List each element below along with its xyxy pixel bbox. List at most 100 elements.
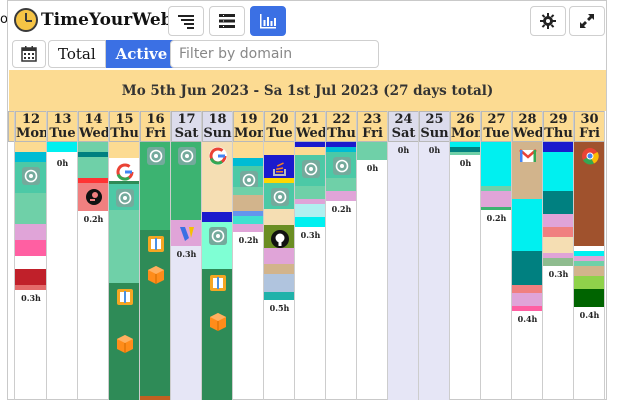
- list-view-button[interactable]: [209, 6, 245, 36]
- time-segment[interactable]: [202, 142, 233, 212]
- time-segment[interactable]: [78, 152, 109, 157]
- time-segment[interactable]: [543, 152, 574, 191]
- time-segment[interactable]: [543, 258, 574, 266]
- time-segment[interactable]: [450, 147, 481, 152]
- time-segment[interactable]: [15, 285, 47, 290]
- time-segment[interactable]: [15, 193, 47, 224]
- time-segment[interactable]: [264, 225, 295, 248]
- calendar-button[interactable]: [12, 40, 46, 68]
- time-segment[interactable]: [295, 217, 326, 227]
- time-segment[interactable]: [295, 204, 326, 217]
- time-segment[interactable]: [574, 276, 605, 289]
- expand-button[interactable]: [569, 6, 605, 36]
- time-segment[interactable]: [264, 209, 295, 225]
- sort-view-button[interactable]: [168, 6, 204, 36]
- time-segment[interactable]: [264, 264, 295, 274]
- time-segment[interactable]: [543, 191, 574, 214]
- time-segment[interactable]: [264, 274, 295, 292]
- time-segment[interactable]: [233, 158, 264, 166]
- time-segment[interactable]: [109, 184, 140, 210]
- time-segment[interactable]: [109, 283, 140, 330]
- time-segment[interactable]: [543, 142, 574, 152]
- time-segment[interactable]: [15, 152, 47, 162]
- time-segment[interactable]: [15, 240, 47, 256]
- time-segment[interactable]: [140, 142, 171, 173]
- time-segment[interactable]: [140, 261, 171, 396]
- time-segment[interactable]: [326, 147, 357, 152]
- time-segment[interactable]: [171, 220, 202, 246]
- active-button[interactable]: Active: [105, 40, 178, 68]
- time-segment[interactable]: [109, 210, 140, 283]
- time-segment[interactable]: [512, 306, 543, 311]
- time-segment[interactable]: [481, 207, 512, 210]
- time-segment[interactable]: [264, 292, 295, 300]
- time-segment[interactable]: [47, 152, 78, 155]
- time-segment[interactable]: [326, 152, 357, 178]
- time-segment[interactable]: [512, 199, 543, 251]
- time-segment[interactable]: [295, 186, 326, 199]
- time-segment[interactable]: [326, 178, 357, 191]
- time-segment[interactable]: [202, 212, 233, 222]
- time-segment[interactable]: [543, 237, 574, 253]
- time-segment[interactable]: [78, 183, 109, 211]
- time-segment[interactable]: [481, 191, 512, 207]
- time-segment[interactable]: [574, 266, 605, 276]
- time-segment[interactable]: [109, 181, 140, 184]
- time-segment[interactable]: [264, 248, 295, 264]
- time-segment[interactable]: [295, 155, 326, 186]
- time-segment[interactable]: [481, 186, 512, 191]
- time-segment[interactable]: [15, 224, 47, 240]
- time-segment[interactable]: [512, 285, 543, 293]
- time-segment[interactable]: [543, 253, 574, 258]
- time-segment[interactable]: [78, 142, 109, 152]
- time-segment[interactable]: [171, 142, 202, 173]
- time-segment[interactable]: [15, 256, 47, 269]
- time-segment[interactable]: [326, 142, 357, 147]
- time-segment[interactable]: [109, 142, 140, 158]
- time-segment[interactable]: [202, 308, 233, 400]
- time-segment[interactable]: [140, 396, 171, 400]
- time-segment[interactable]: [171, 173, 202, 220]
- time-segment[interactable]: [264, 178, 295, 183]
- time-segment[interactable]: [512, 293, 543, 306]
- time-segment[interactable]: [233, 211, 264, 216]
- time-segment[interactable]: [233, 195, 264, 211]
- time-segment[interactable]: [543, 227, 574, 237]
- time-segment[interactable]: [512, 142, 543, 199]
- time-segment[interactable]: [543, 214, 574, 227]
- time-segment[interactable]: [574, 142, 605, 246]
- time-segment[interactable]: [78, 178, 109, 183]
- time-segment[interactable]: [574, 246, 605, 251]
- time-segment[interactable]: [574, 256, 605, 261]
- time-segment[interactable]: [450, 152, 481, 155]
- time-segment[interactable]: [78, 157, 109, 178]
- time-segment[interactable]: [109, 330, 140, 400]
- time-segment[interactable]: [233, 216, 264, 224]
- time-segment[interactable]: [574, 261, 605, 266]
- time-segment[interactable]: [15, 269, 47, 285]
- time-segment[interactable]: [202, 269, 233, 308]
- time-segment[interactable]: [295, 142, 326, 147]
- time-segment[interactable]: [574, 289, 605, 307]
- time-segment[interactable]: [295, 199, 326, 204]
- time-segment[interactable]: [264, 155, 295, 178]
- time-segment[interactable]: [264, 142, 295, 155]
- domain-filter-input[interactable]: [170, 40, 379, 68]
- time-segment[interactable]: [233, 142, 264, 158]
- time-segment[interactable]: [512, 251, 543, 285]
- time-segment[interactable]: [15, 142, 47, 152]
- time-segment[interactable]: [47, 142, 78, 152]
- time-segment[interactable]: [233, 166, 264, 189]
- time-segment[interactable]: [15, 162, 47, 193]
- time-segment[interactable]: [202, 222, 233, 269]
- time-segment[interactable]: [326, 191, 357, 201]
- time-segment[interactable]: [233, 187, 264, 195]
- time-segment[interactable]: [233, 224, 264, 232]
- time-segment[interactable]: [295, 147, 326, 155]
- time-segment[interactable]: [481, 142, 512, 186]
- time-segment[interactable]: [140, 173, 171, 230]
- total-button[interactable]: Total: [48, 40, 106, 68]
- time-segment[interactable]: [140, 230, 171, 261]
- time-segment[interactable]: [574, 251, 605, 256]
- time-segment[interactable]: [264, 183, 295, 209]
